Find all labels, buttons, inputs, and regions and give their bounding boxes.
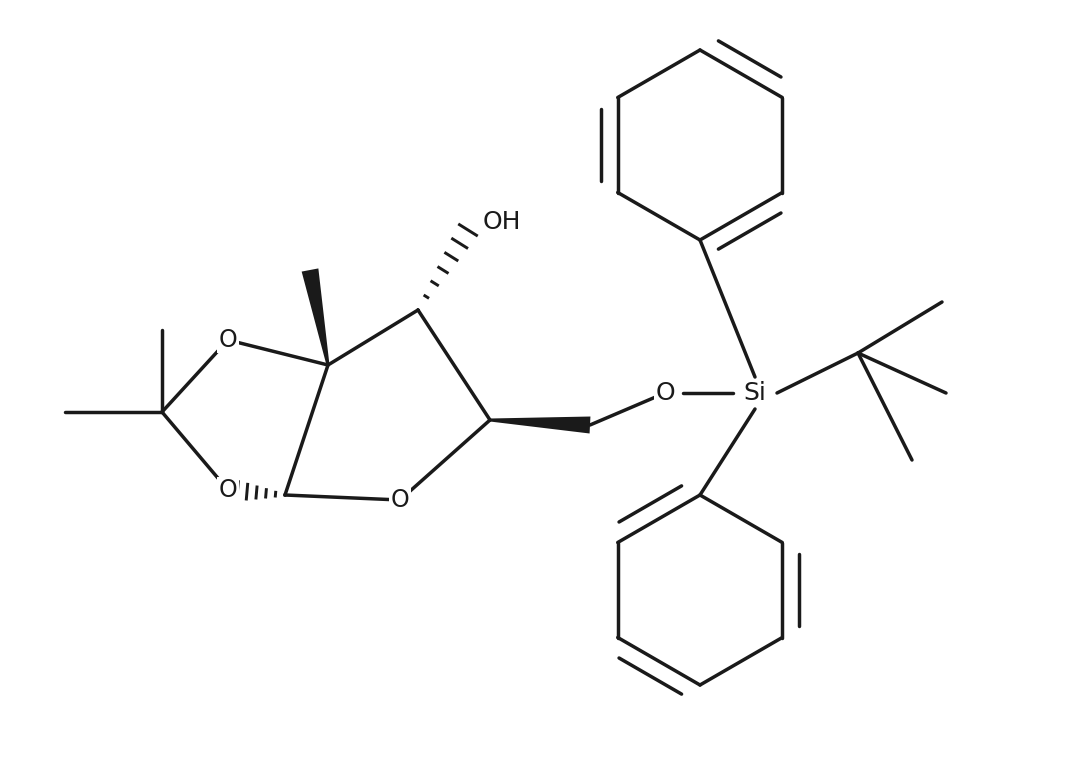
Text: OH: OH	[483, 210, 522, 234]
Text: O: O	[391, 488, 409, 512]
Polygon shape	[490, 417, 591, 434]
Text: O: O	[655, 381, 674, 405]
Polygon shape	[302, 269, 330, 365]
Text: O: O	[219, 478, 237, 502]
Text: Si: Si	[743, 381, 767, 405]
Text: O: O	[219, 328, 237, 352]
